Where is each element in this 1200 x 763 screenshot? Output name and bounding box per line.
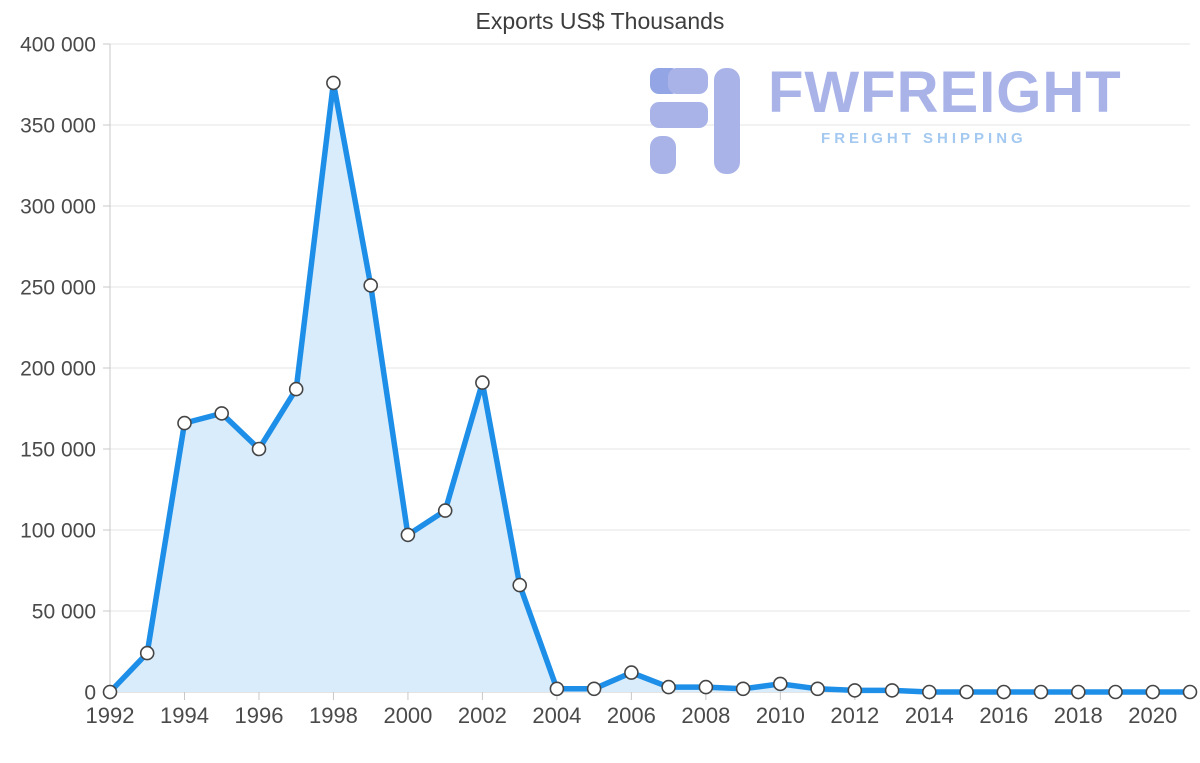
data-point-marker bbox=[400, 527, 416, 543]
x-tick-label: 1994 bbox=[160, 703, 209, 728]
x-tick-label: 1992 bbox=[86, 703, 135, 728]
data-point-marker bbox=[921, 684, 937, 700]
data-point-marker bbox=[996, 684, 1012, 700]
data-point-marker bbox=[437, 503, 453, 518]
data-point-marker bbox=[847, 683, 863, 698]
data-point-marker bbox=[1071, 684, 1086, 700]
x-tick-label: 2010 bbox=[756, 703, 805, 728]
y-tick-label: 100 000 bbox=[20, 520, 96, 543]
data-point-marker bbox=[512, 577, 528, 593]
x-tick-label: 2006 bbox=[607, 703, 656, 728]
data-point-marker bbox=[586, 681, 602, 697]
y-tick-label: 200 000 bbox=[20, 358, 96, 381]
x-tick-label: 2016 bbox=[979, 703, 1028, 728]
x-tick-label: 1998 bbox=[309, 703, 358, 728]
x-tick-label: 2012 bbox=[830, 703, 879, 728]
x-tick-label: 2002 bbox=[458, 703, 507, 728]
data-point-marker bbox=[251, 441, 267, 457]
area-fill bbox=[110, 82, 1190, 692]
data-point-marker bbox=[884, 683, 900, 698]
data-point-marker bbox=[139, 645, 155, 661]
y-tick-label: 300 000 bbox=[20, 196, 96, 219]
data-point-marker bbox=[1108, 684, 1123, 700]
y-tick-label: 0 bbox=[84, 682, 96, 705]
x-tick-label: 2020 bbox=[1128, 703, 1177, 728]
data-point-marker bbox=[661, 679, 676, 695]
data-point-marker bbox=[735, 681, 751, 697]
data-point-marker bbox=[624, 665, 639, 680]
y-tick-label: 50 000 bbox=[32, 601, 96, 624]
x-tick-label: 2018 bbox=[1054, 703, 1103, 728]
data-point-marker bbox=[288, 381, 304, 397]
data-point-marker bbox=[772, 676, 788, 692]
x-tick-label: 1996 bbox=[234, 703, 283, 728]
x-tick-label: 2000 bbox=[383, 703, 432, 728]
y-tick-label: 150 000 bbox=[20, 439, 96, 462]
data-point-marker bbox=[177, 415, 192, 431]
x-tick-label: 2004 bbox=[532, 703, 581, 728]
data-point-marker bbox=[1182, 684, 1198, 700]
data-point-marker bbox=[102, 684, 118, 700]
y-tick-label: 250 000 bbox=[20, 277, 96, 300]
data-point-marker bbox=[810, 681, 825, 697]
data-point-marker bbox=[698, 679, 714, 695]
data-point-marker bbox=[363, 278, 379, 293]
data-point-marker bbox=[1033, 684, 1049, 700]
x-tick-label: 2014 bbox=[905, 703, 954, 728]
data-point-marker bbox=[1145, 684, 1161, 700]
data-point-marker bbox=[214, 406, 229, 421]
data-point-marker bbox=[475, 375, 490, 390]
y-tick-label: 400 000 bbox=[20, 34, 96, 57]
x-tick-label: 2008 bbox=[681, 703, 730, 728]
y-tick-label: 350 000 bbox=[20, 115, 96, 138]
data-point-marker bbox=[959, 684, 974, 700]
data-point-marker bbox=[326, 75, 341, 91]
chart-title: Exports US$ Thousands bbox=[475, 8, 725, 34]
data-point-marker bbox=[549, 681, 565, 697]
